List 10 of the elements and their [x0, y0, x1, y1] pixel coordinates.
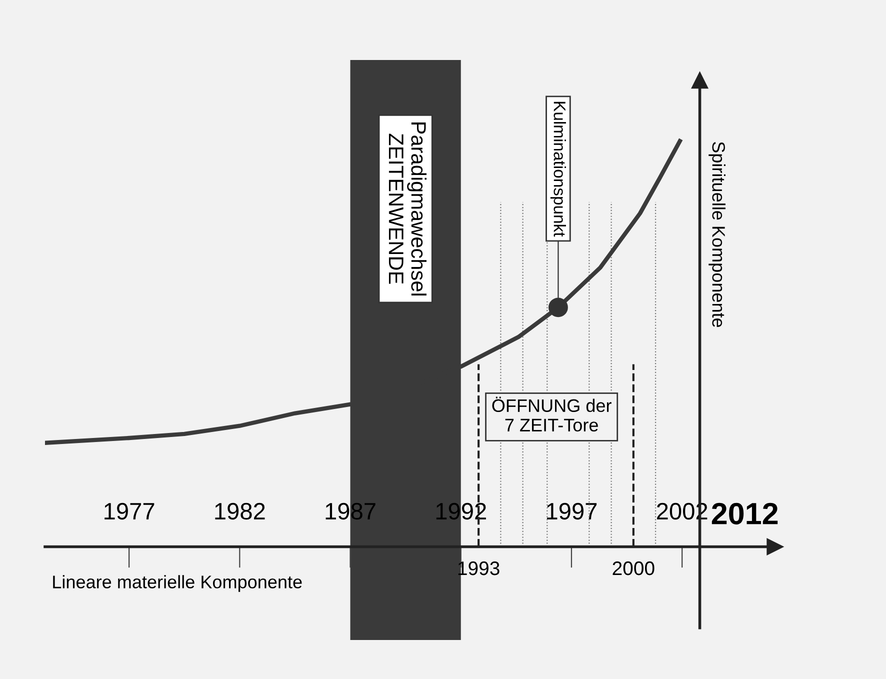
ref-line-label: Spirituelle Komponente	[708, 142, 726, 328]
x-axis-title: Lineare materielle Komponente	[53, 575, 302, 592]
x-tick-label: 1997	[547, 502, 597, 520]
x-tick-label: 1982	[215, 502, 265, 520]
x-tick-label: 1977	[104, 502, 154, 520]
ref-line-label: 2000	[612, 561, 654, 576]
band-label: Paradigmawechsel ZEITENWENDE	[388, 122, 427, 296]
annotation: ÖFFNUNG der 7 ZEIT-Tore	[492, 396, 612, 432]
annotation: 2012	[712, 502, 778, 524]
annotation: Kulminationspunkt	[550, 102, 566, 237]
